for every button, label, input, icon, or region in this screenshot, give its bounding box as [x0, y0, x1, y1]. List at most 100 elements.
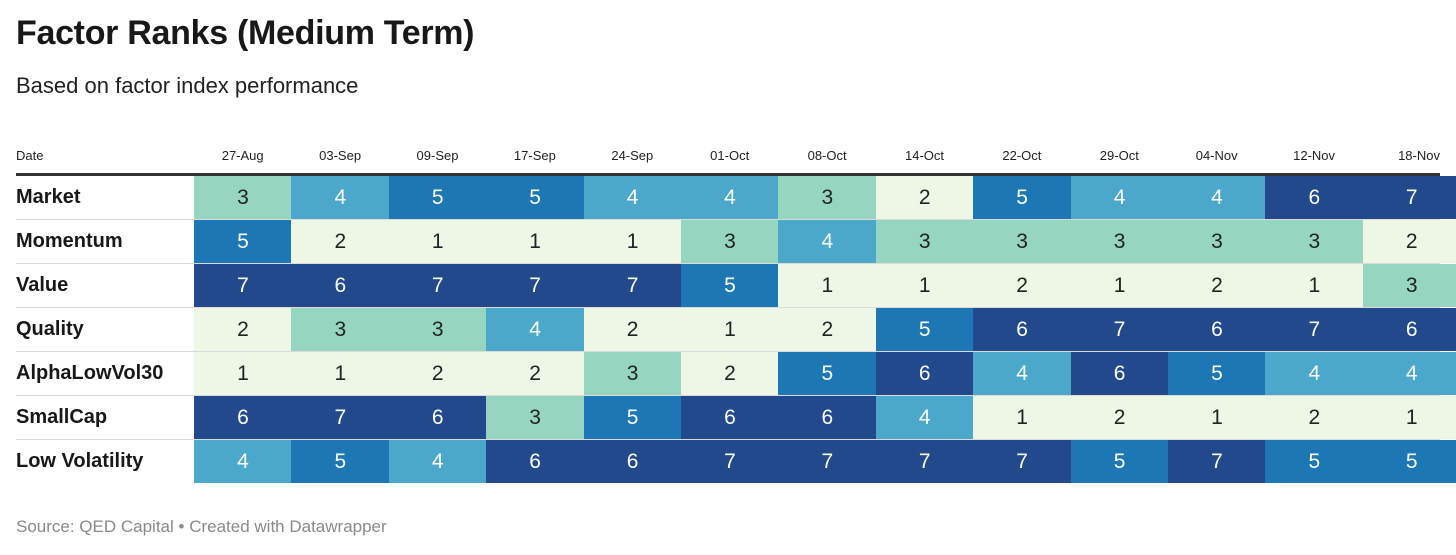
heatmap-cell: 7 — [486, 264, 585, 307]
heatmap-cell: 2 — [875, 176, 974, 219]
heatmap-cell: 6 — [778, 396, 877, 439]
heatmap-cell: 7 — [973, 440, 1072, 483]
column-header: 04-Nov — [1195, 148, 1238, 163]
heatmap-cell: 6 — [1168, 308, 1266, 351]
heatmap-cell: 2 — [388, 352, 487, 395]
row-label: Quality — [16, 318, 84, 340]
chart-title: Factor Ranks (Medium Term) — [16, 14, 475, 52]
heatmap-cell: 1 — [1168, 396, 1266, 439]
heatmap-cell: 1 — [1362, 396, 1456, 439]
heatmap-cell: 7 — [1168, 440, 1266, 483]
heatmap-cell: 6 — [486, 440, 585, 483]
row-label: Momentum — [16, 230, 123, 252]
column-header: 17-Sep — [513, 148, 556, 163]
heatmap-cell: 2 — [681, 352, 779, 395]
heatmap-cell: 4 — [1070, 176, 1169, 219]
heatmap-cell: 4 — [583, 176, 682, 219]
heatmap-cell: 2 — [1070, 396, 1169, 439]
heatmap-cell: 1 — [973, 396, 1072, 439]
heatmap-cell: 3 — [1070, 220, 1169, 263]
heatmap-cell: 2 — [291, 220, 390, 263]
heatmap-cell: 3 — [778, 176, 877, 219]
heatmap-cell: 1 — [291, 352, 390, 395]
heatmap-cell: 6 — [291, 264, 390, 307]
heatmap-cell: 4 — [681, 176, 779, 219]
heatmap-cell: 6 — [388, 396, 487, 439]
heatmap-cell: 5 — [875, 308, 974, 351]
column-header: 18-Nov — [1398, 148, 1440, 163]
column-header: 27-Aug — [221, 148, 264, 163]
heatmap-cell: 5 — [291, 440, 390, 483]
heatmap-cell: 4 — [388, 440, 487, 483]
heatmap-cell: 7 — [291, 396, 390, 439]
row-label: Low Volatility — [16, 450, 144, 472]
heatmap-cell: 7 — [194, 264, 292, 307]
column-header: 22-Oct — [1002, 148, 1042, 163]
heatmap-cell: 4 — [194, 440, 292, 483]
header-row: Date 27-Aug 03-Sep 09-Sep 17-Sep 24-Sep 01-Oc… — [16, 140, 1440, 176]
heatmap-cell: 5 — [486, 176, 585, 219]
heatmap-cell: 3 — [1362, 264, 1456, 307]
column-header: 08-Oct — [807, 148, 847, 163]
heatmap-cell: 1 — [388, 220, 487, 263]
heatmap-cell: 1 — [875, 264, 974, 307]
heatmap-cell: 5 — [194, 220, 292, 263]
heatmap-cell: 1 — [681, 308, 779, 351]
heatmap-cell: 3 — [875, 220, 974, 263]
date-header: Date — [16, 148, 44, 163]
heatmap-cell: 1 — [778, 264, 877, 307]
heatmap-cell: 4 — [291, 176, 390, 219]
source-note: Source: QED Capital • Created with Dataw… — [16, 517, 387, 536]
heatmap-cell: 6 — [681, 396, 779, 439]
heatmap-cell: 2 — [973, 264, 1072, 307]
table-row: Value 7 6 7 7 7 5 1 1 2 1 2 1 3 — [16, 264, 1456, 308]
heatmap-cell: 4 — [1265, 352, 1364, 395]
column-header: 09-Sep — [416, 148, 459, 163]
heatmap-cell: 7 — [875, 440, 974, 483]
heatmap-cell: 3 — [1265, 220, 1364, 263]
column-header: 14-Oct — [904, 148, 945, 163]
heatmap-cell: 2 — [778, 308, 877, 351]
table-row: AlphaLowVol30 1 1 2 2 3 2 5 6 4 6 5 4 4 — [16, 352, 1456, 396]
heatmap-cell: 7 — [583, 264, 682, 307]
table-row: SmallCap 6 7 6 3 5 6 6 4 1 2 1 2 1 — [16, 396, 1456, 440]
heatmap-cell: 6 — [973, 308, 1072, 351]
heatmap-cell: 4 — [875, 396, 974, 439]
heatmap-cell: 6 — [583, 440, 682, 483]
heatmap-cell: 5 — [681, 264, 779, 307]
heatmap-cell: 6 — [1362, 308, 1456, 351]
heatmap-table: Date 27-Aug 03-Sep 09-Sep 17-Sep 24-Sep 01-Oc… — [16, 140, 1456, 484]
heatmap-cell: 5 — [388, 176, 487, 219]
heatmap-cell: 1 — [194, 352, 292, 395]
heatmap-cell: 2 — [1265, 396, 1364, 439]
heatmap-cell: 1 — [1070, 264, 1169, 307]
heatmap-cell: 5 — [778, 352, 877, 395]
heatmap-cell: 7 — [1070, 308, 1169, 351]
heatmap-cell: 6 — [875, 352, 974, 395]
heatmap-cell: 3 — [1168, 220, 1266, 263]
heatmap-cell: 7 — [388, 264, 487, 307]
heatmap-cell: 5 — [1362, 440, 1456, 483]
heatmap-cell: 4 — [486, 308, 585, 351]
table-row: Momentum 5 2 1 1 1 3 4 3 3 3 3 3 2 — [16, 220, 1456, 264]
table-row: Low Volatility 4 5 4 6 6 7 7 7 7 5 7 5 5 — [16, 440, 1456, 484]
heatmap-cell: 5 — [1265, 440, 1364, 483]
heatmap-cell: 3 — [583, 352, 682, 395]
heatmap-cell: 4 — [1362, 352, 1456, 395]
heatmap-cell: 6 — [1070, 352, 1169, 395]
chart-subtitle: Based on factor index performance — [16, 73, 359, 98]
heatmap-cell: 1 — [583, 220, 682, 263]
heatmap-cell: 3 — [973, 220, 1072, 263]
heatmap-cell: 2 — [1168, 264, 1266, 307]
heatmap-cell: 2 — [194, 308, 292, 351]
table-row: Quality 2 3 3 4 2 1 2 5 6 7 6 7 6 — [16, 308, 1456, 352]
heatmap-cell: 5 — [583, 396, 682, 439]
heatmap-cell: 4 — [778, 220, 877, 263]
column-header: 24-Sep — [611, 148, 654, 163]
table-body: Market 3 4 5 5 4 4 3 2 5 4 4 6 7 Momentum 5 2 1 1 1 3 4 3 3 3 3 3 2… — [16, 176, 1456, 484]
heatmap-cell: 3 — [486, 396, 585, 439]
column-header: 03-Sep — [319, 148, 362, 163]
column-header: 01-Oct — [710, 148, 750, 163]
table-row: Market 3 4 5 5 4 4 3 2 5 4 4 6 7 — [16, 176, 1456, 220]
heatmap-cell: 6 — [1265, 176, 1364, 219]
